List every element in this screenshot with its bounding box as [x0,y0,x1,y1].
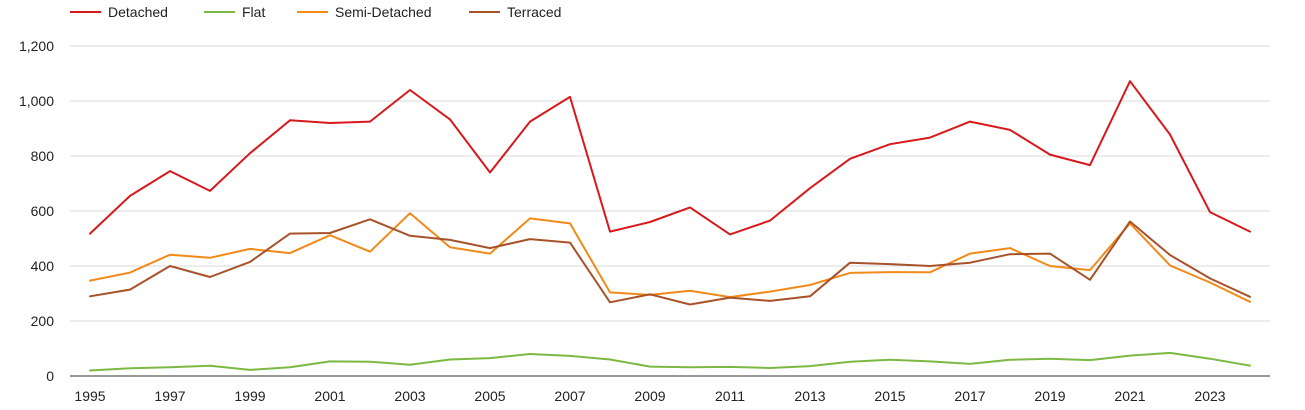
x-tick-label: 2009 [634,388,665,404]
x-tick-label: 2023 [1194,388,1225,404]
y-tick-label: 800 [31,148,55,164]
legend-label-terraced: Terraced [507,4,561,20]
x-tick-label: 2007 [554,388,585,404]
x-tick-label: 2013 [794,388,825,404]
y-tick-label: 400 [31,258,55,274]
x-tick-label: 2019 [1034,388,1065,404]
y-tick-label: 200 [31,313,55,329]
legend-label-detached: Detached [108,4,168,20]
x-tick-label: 1999 [234,388,265,404]
series-line-flat [89,351,1251,372]
y-tick-label: 600 [31,203,55,219]
x-tick-label: 2015 [874,388,905,404]
x-tick-label: 2017 [954,388,985,404]
legend-label-semi-detached: Semi-Detached [335,4,432,20]
x-tick-label: 2003 [394,388,425,404]
x-tick-label: 1995 [74,388,105,404]
legend-label-flat: Flat [242,4,265,20]
y-tick-label: 1,000 [19,93,54,109]
y-tick-label: 0 [46,368,54,384]
x-axis-tick-labels: 1995 1997 1999 2001 2003 2005 2007 2009 2011 2013… [74,388,1225,404]
y-axis-tick-labels: 0 200 400 600 800 1,000 1,200 [19,38,54,384]
y-tick-label: 1,200 [19,38,54,54]
x-tick-label: 2005 [474,388,505,404]
series-line-semi-detached [89,212,1251,303]
x-tick-label: 2021 [1114,388,1145,404]
x-tick-label: 1997 [154,388,185,404]
series-line-detached [89,80,1251,236]
gridlines [70,45,1270,322]
series-line-terraced [89,218,1251,306]
series-lines [89,80,1251,372]
x-tick-label: 2011 [715,388,745,404]
x-tick-label: 2001 [314,388,345,404]
legend: Detached Flat Semi-Detached Terraced [70,4,561,20]
